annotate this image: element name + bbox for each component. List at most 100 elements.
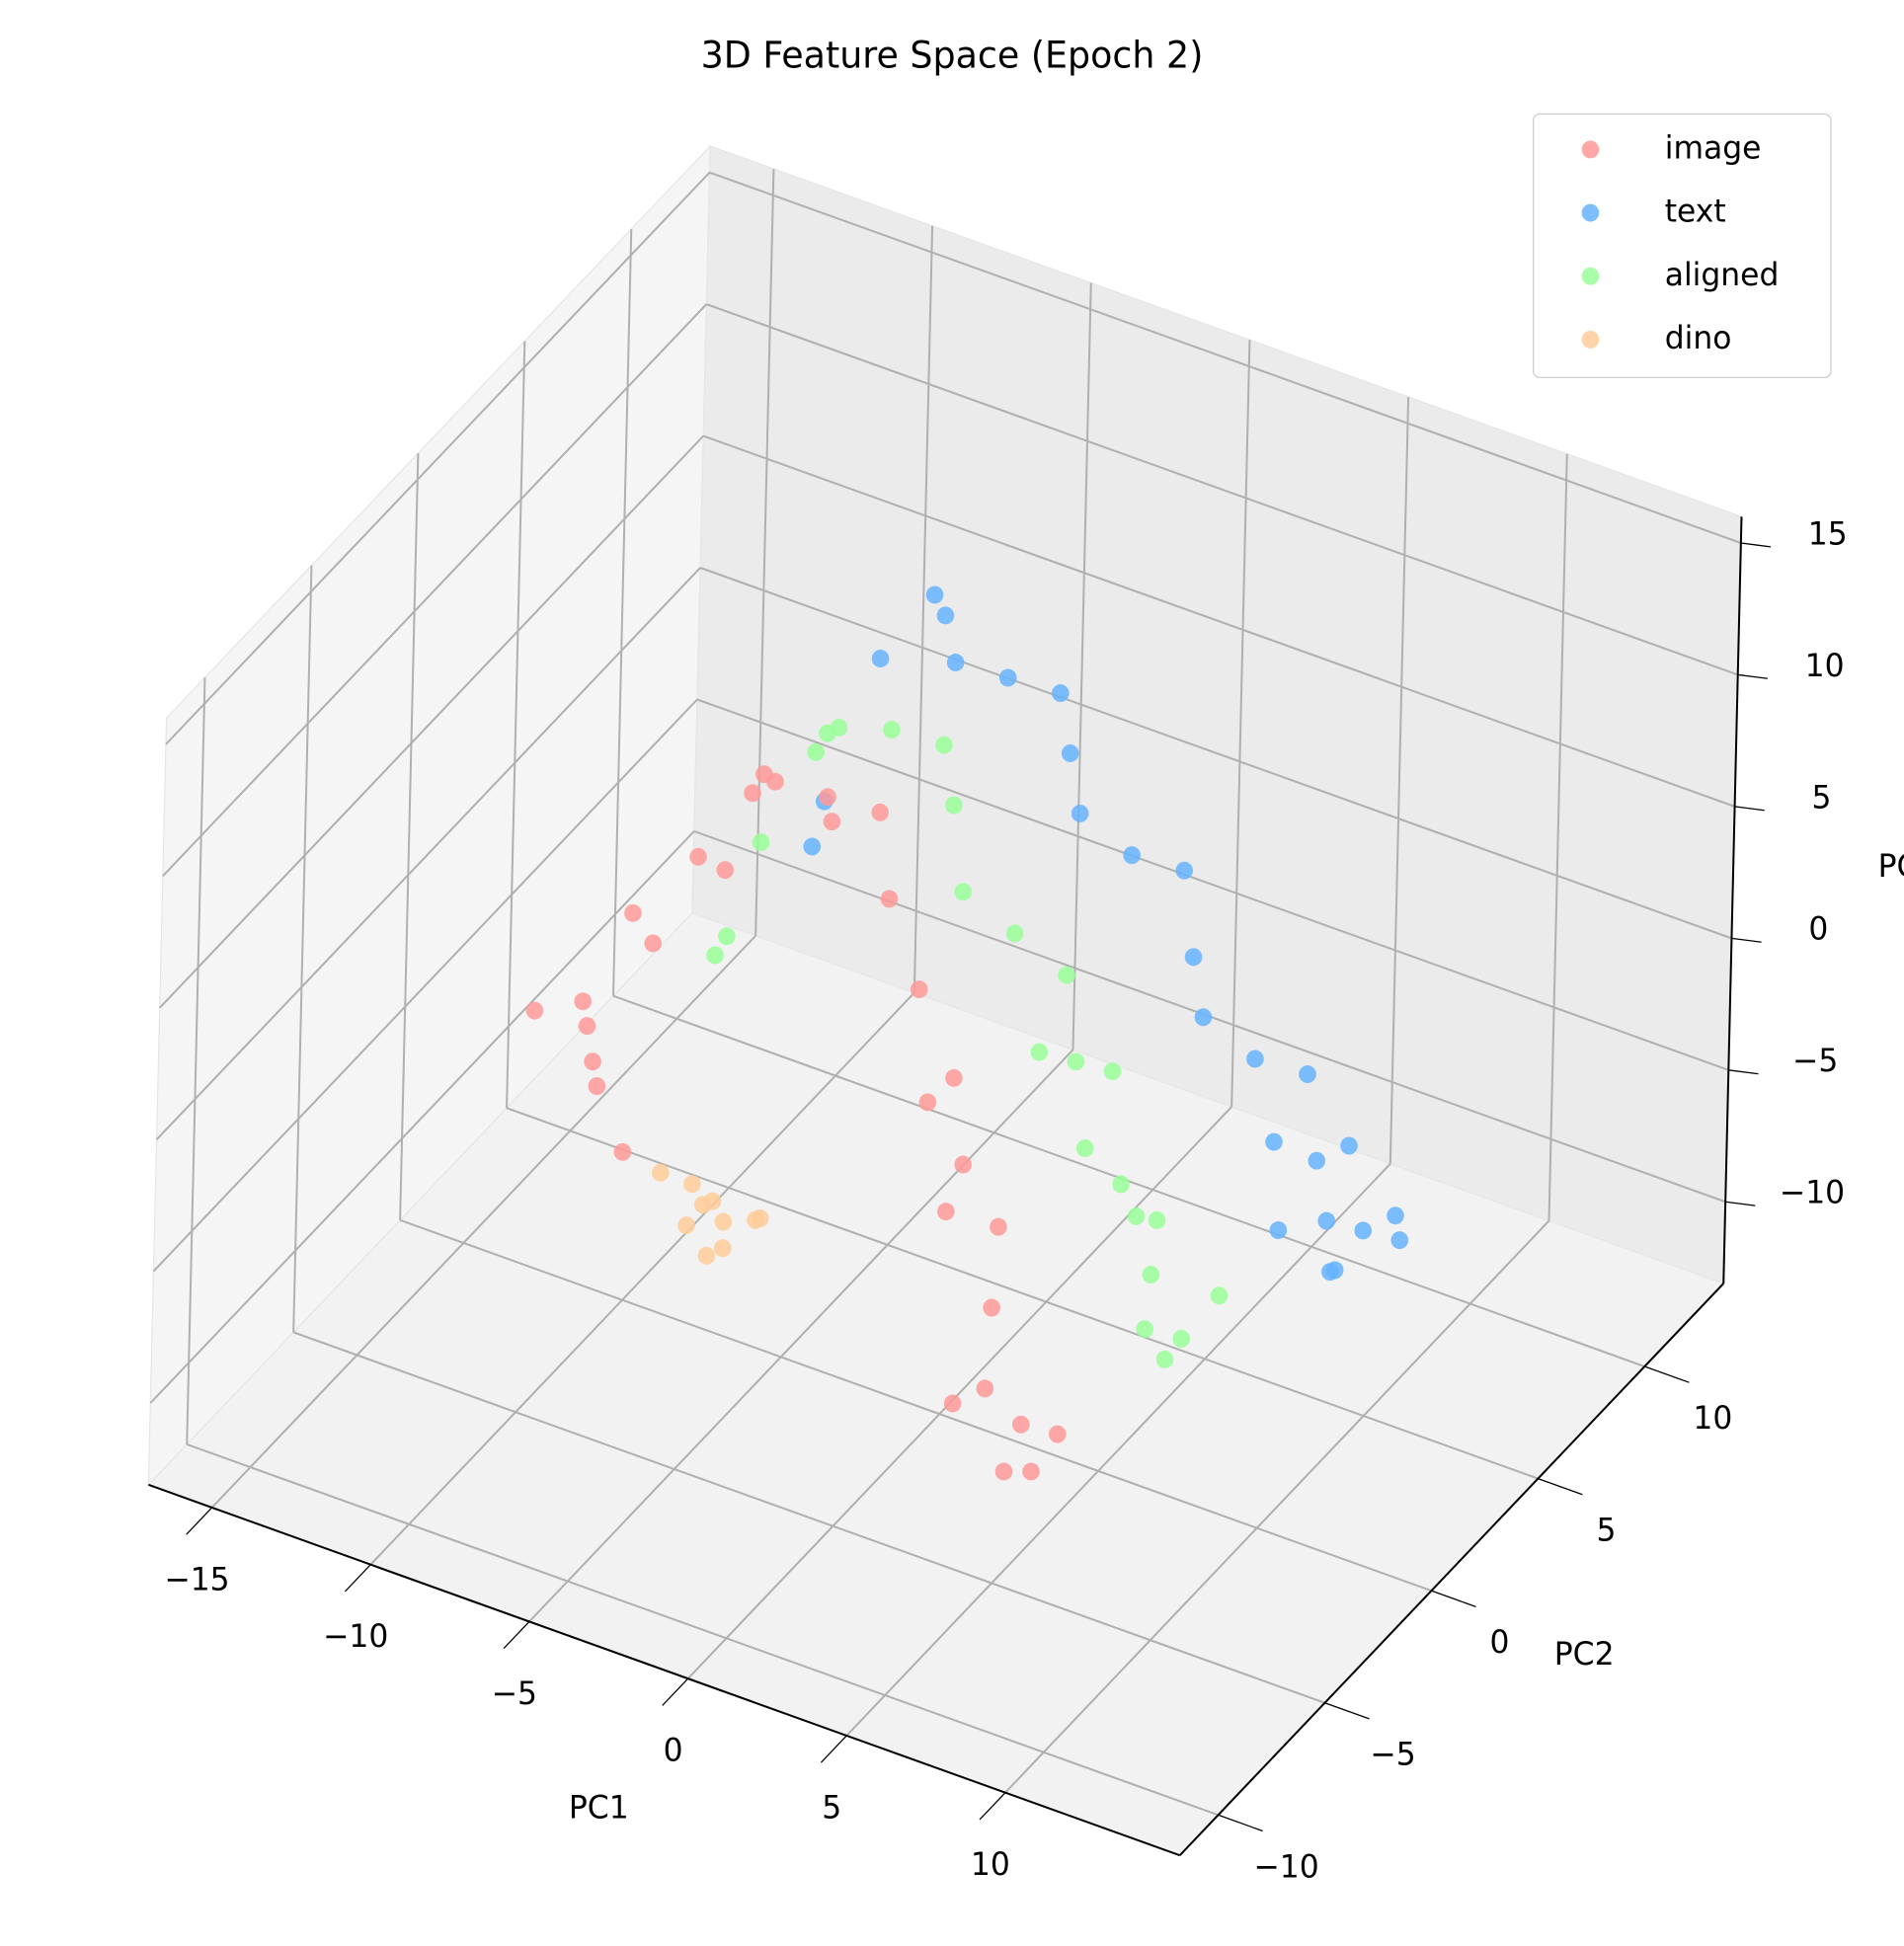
- grid-line: [686, 1106, 1232, 1679]
- grid-line: [528, 1049, 1074, 1623]
- point: [1340, 1136, 1358, 1155]
- x-tick-label: −15: [164, 1562, 229, 1597]
- x-tick: [662, 1677, 689, 1706]
- legend-box: [1533, 113, 1832, 379]
- point: [1246, 1050, 1264, 1068]
- point: [1155, 1350, 1174, 1368]
- point: [883, 721, 901, 739]
- y-tick-label: −10: [1253, 1849, 1318, 1885]
- grid-line: [292, 565, 313, 1333]
- grid-line: [1230, 340, 1251, 1108]
- grid-line: [696, 698, 1729, 1071]
- point: [1127, 1207, 1146, 1225]
- x-tick-label: 10: [971, 1847, 1010, 1883]
- grid-line: [399, 1218, 1432, 1593]
- z-tick: [1728, 1069, 1759, 1075]
- grid-line: [1071, 282, 1092, 1051]
- point: [574, 992, 592, 1011]
- point: [644, 934, 663, 953]
- grid-line: [1547, 453, 1568, 1221]
- point: [1103, 1062, 1122, 1081]
- point: [1061, 744, 1079, 762]
- point: [1123, 846, 1141, 865]
- point: [1136, 1320, 1153, 1339]
- point: [689, 847, 707, 866]
- point: [954, 883, 972, 901]
- point: [1265, 1132, 1283, 1151]
- point: [1321, 1263, 1339, 1282]
- point: [954, 1155, 972, 1174]
- x-tick-label: 0: [664, 1733, 683, 1768]
- legend-marker: [1581, 267, 1600, 285]
- z-tick: [1725, 1201, 1756, 1207]
- grid-line: [155, 567, 701, 1140]
- legend-marker: [1581, 140, 1600, 159]
- y-axis-label: PC2: [1554, 1637, 1615, 1673]
- point: [1075, 1138, 1094, 1157]
- point: [1112, 1175, 1130, 1194]
- point: [578, 1017, 596, 1036]
- point: [990, 1217, 1007, 1236]
- grid-line: [399, 453, 420, 1220]
- grid-line: [506, 341, 526, 1109]
- point: [1210, 1286, 1229, 1305]
- z-tick-label: −10: [1780, 1175, 1845, 1210]
- z-tick-label: 0: [1808, 911, 1828, 947]
- point: [651, 1163, 670, 1182]
- axis-line: [148, 1483, 1181, 1857]
- legend-label: image: [1665, 130, 1762, 166]
- grid-line: [162, 303, 708, 877]
- z-tick-label: −5: [1792, 1044, 1838, 1079]
- z-axis-label: PC3: [1878, 849, 1904, 885]
- point: [936, 606, 955, 625]
- point: [1012, 1415, 1030, 1434]
- point: [716, 861, 735, 880]
- x-tick: [344, 1564, 371, 1593]
- x-tick-label: 5: [822, 1790, 841, 1826]
- legend-label: aligned: [1665, 258, 1780, 293]
- grid-line: [706, 303, 1739, 676]
- point: [819, 788, 836, 807]
- point: [1269, 1221, 1288, 1239]
- point: [994, 1462, 1013, 1481]
- point: [747, 1210, 764, 1229]
- chart-title: 3D Feature Space (Epoch 2): [701, 34, 1204, 76]
- point: [1390, 1231, 1409, 1250]
- point: [744, 784, 761, 803]
- point: [918, 1093, 937, 1112]
- grid-line: [699, 567, 1732, 940]
- z-tick-label: 10: [1805, 649, 1845, 684]
- point: [1142, 1266, 1160, 1284]
- y-tick-label: 0: [1490, 1625, 1510, 1661]
- point: [766, 772, 784, 791]
- grid-line: [1004, 1219, 1550, 1794]
- z-tick: [1734, 806, 1765, 812]
- point: [983, 1298, 1000, 1317]
- grid-line: [186, 677, 206, 1444]
- point: [1299, 1065, 1316, 1084]
- point: [871, 803, 889, 821]
- point: [1052, 684, 1070, 703]
- z-tick-label: 15: [1808, 516, 1848, 552]
- y-tick-label: −5: [1370, 1737, 1415, 1772]
- point: [807, 742, 825, 761]
- point: [880, 890, 899, 908]
- point: [871, 650, 890, 667]
- grid-line: [186, 1442, 1219, 1817]
- legend-label: dino: [1665, 321, 1732, 356]
- grid-line: [292, 1331, 1325, 1704]
- point: [1175, 861, 1194, 880]
- grid-line: [159, 434, 704, 1009]
- y-tick: [1324, 1702, 1370, 1720]
- point: [1022, 1462, 1040, 1481]
- point: [683, 1175, 701, 1194]
- y-tick: [1431, 1590, 1476, 1607]
- grid-line: [912, 225, 934, 993]
- point: [1354, 1221, 1373, 1240]
- x-tick: [820, 1735, 847, 1763]
- point: [976, 1379, 994, 1398]
- y-tick-label: 5: [1596, 1513, 1616, 1548]
- x-tick: [979, 1792, 1006, 1821]
- point: [946, 654, 965, 671]
- grid-line: [612, 228, 633, 996]
